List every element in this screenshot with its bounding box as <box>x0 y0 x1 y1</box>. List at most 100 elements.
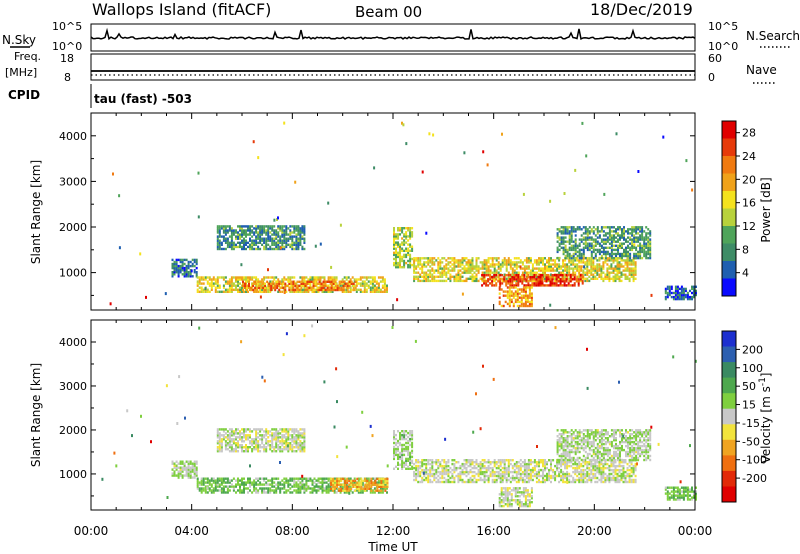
velocity-cell <box>295 450 298 453</box>
power-cell <box>253 239 256 242</box>
power-cell <box>251 278 254 281</box>
velocity-cell <box>289 434 292 437</box>
power-cell <box>562 236 565 239</box>
power-cell <box>283 231 286 234</box>
power-cell <box>613 234 615 237</box>
velocity-cell <box>411 431 414 435</box>
velocity-cell <box>249 489 251 492</box>
power-cell <box>363 282 366 285</box>
velocity-cell <box>411 451 414 455</box>
power-cell <box>584 228 587 231</box>
velocity-cell <box>455 474 458 478</box>
power-cell <box>566 240 569 243</box>
velocity-cell <box>230 479 233 482</box>
power-cell <box>254 288 257 292</box>
power-cell <box>469 271 472 274</box>
power-cell <box>200 276 203 279</box>
velocity-cell <box>291 440 294 443</box>
velocity-cell <box>481 459 484 462</box>
power-cell <box>183 273 186 276</box>
power-cell <box>578 228 581 231</box>
power-cell <box>602 263 605 266</box>
velocity-cell <box>376 487 379 490</box>
velocity-cell <box>463 462 466 466</box>
velocity-cell <box>507 470 510 474</box>
power-cell <box>529 278 532 281</box>
power-cell <box>395 257 397 261</box>
velocity-cell <box>189 474 192 477</box>
power-colorbar-frame <box>721 120 737 297</box>
power-cell <box>594 254 597 258</box>
power-cell <box>556 263 559 266</box>
velocity-cell <box>283 436 286 439</box>
power-cell <box>267 239 270 242</box>
power-cell <box>608 254 611 258</box>
power-cell <box>495 263 498 266</box>
power-cell <box>619 246 621 249</box>
power-cell <box>433 279 436 283</box>
power-cell <box>560 265 563 268</box>
velocity-cell <box>237 444 239 447</box>
power-cell <box>558 259 561 262</box>
power-cell <box>457 271 460 274</box>
velocity-cell <box>271 489 274 492</box>
power-cell <box>330 282 333 285</box>
velocity-cell <box>483 459 486 462</box>
power-cell <box>544 277 546 280</box>
power-cell <box>471 277 474 280</box>
power-cell <box>409 266 412 269</box>
power-cell <box>516 290 519 293</box>
power-cell <box>588 261 591 264</box>
power-cell <box>453 257 456 260</box>
power-cell <box>181 262 184 266</box>
velocity-cell <box>507 478 510 482</box>
power-cell <box>423 277 426 280</box>
power-cell <box>604 254 607 258</box>
power-cell <box>564 254 567 258</box>
velocity-cell <box>485 466 488 470</box>
velocity-cell <box>303 446 306 449</box>
power-cell <box>253 243 256 246</box>
power-cell <box>614 273 617 276</box>
power-cell <box>616 263 619 266</box>
velocity-cell <box>415 476 418 480</box>
power-cell <box>279 286 282 289</box>
power-cell <box>283 291 286 294</box>
power-cell <box>546 261 548 264</box>
velocity-cell <box>323 481 326 484</box>
velocity-cell <box>224 440 227 443</box>
power-cell <box>393 245 395 248</box>
velocity-cell <box>513 478 516 482</box>
power-cell <box>493 274 496 277</box>
velocity-cell <box>216 442 219 445</box>
power-cell <box>550 259 552 262</box>
power-cell <box>381 284 384 287</box>
velocity-cell <box>301 446 304 449</box>
power-cell <box>580 248 583 252</box>
power-cell <box>295 239 298 242</box>
velocity-cell <box>443 472 446 476</box>
power-cell <box>288 288 291 292</box>
power-cell <box>214 286 217 289</box>
velocity-cell <box>519 476 522 480</box>
power-cell <box>475 269 478 272</box>
power-cell <box>413 277 416 280</box>
power-cell <box>501 263 504 266</box>
power-cell <box>578 267 581 270</box>
power-cell <box>243 276 245 279</box>
power-cell <box>590 254 593 258</box>
power-cell <box>506 294 509 297</box>
velocity-cell <box>401 455 404 459</box>
power-cell <box>621 242 623 245</box>
velocity-cell <box>405 445 408 449</box>
power-cell <box>554 275 557 278</box>
power-cell <box>224 288 227 291</box>
velocity-cell <box>307 477 310 480</box>
power-cell <box>622 273 625 276</box>
velocity-cell <box>523 466 526 470</box>
power-cell <box>226 282 229 285</box>
power-cell <box>581 282 584 285</box>
power-cell <box>269 276 272 279</box>
power-cell <box>647 244 650 247</box>
power-cell <box>259 235 262 238</box>
